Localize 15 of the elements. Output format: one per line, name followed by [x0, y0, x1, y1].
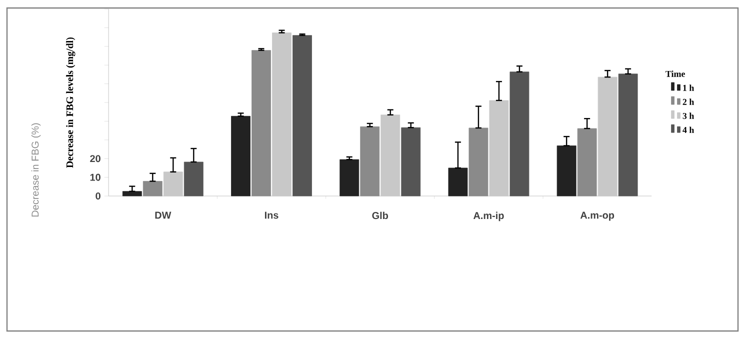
y-tick-label: 0: [96, 192, 100, 200]
text: Decrease in FBG (%): [31, 123, 41, 217]
x-tick-label: Glb: [372, 212, 388, 220]
y-tick-label: 10: [90, 174, 100, 181]
legend-label: 3 h: [682, 112, 694, 119]
legend-title: Time: [666, 70, 685, 77]
y-axis-title: Decrease in FBG levels (mg/dl): [66, 37, 76, 168]
legend-label: 4 h: [682, 126, 694, 133]
x-tick-label: A.m-ip: [473, 212, 504, 222]
legend-label: 1 h: [683, 84, 694, 91]
x-tick-label: Ins: [264, 212, 278, 219]
x-tick-label: DW: [155, 212, 172, 219]
x-tick-label: A.m-op: [580, 212, 614, 221]
legend-label: 2 h: [682, 98, 694, 105]
y-tick-label: 20: [90, 155, 100, 162]
